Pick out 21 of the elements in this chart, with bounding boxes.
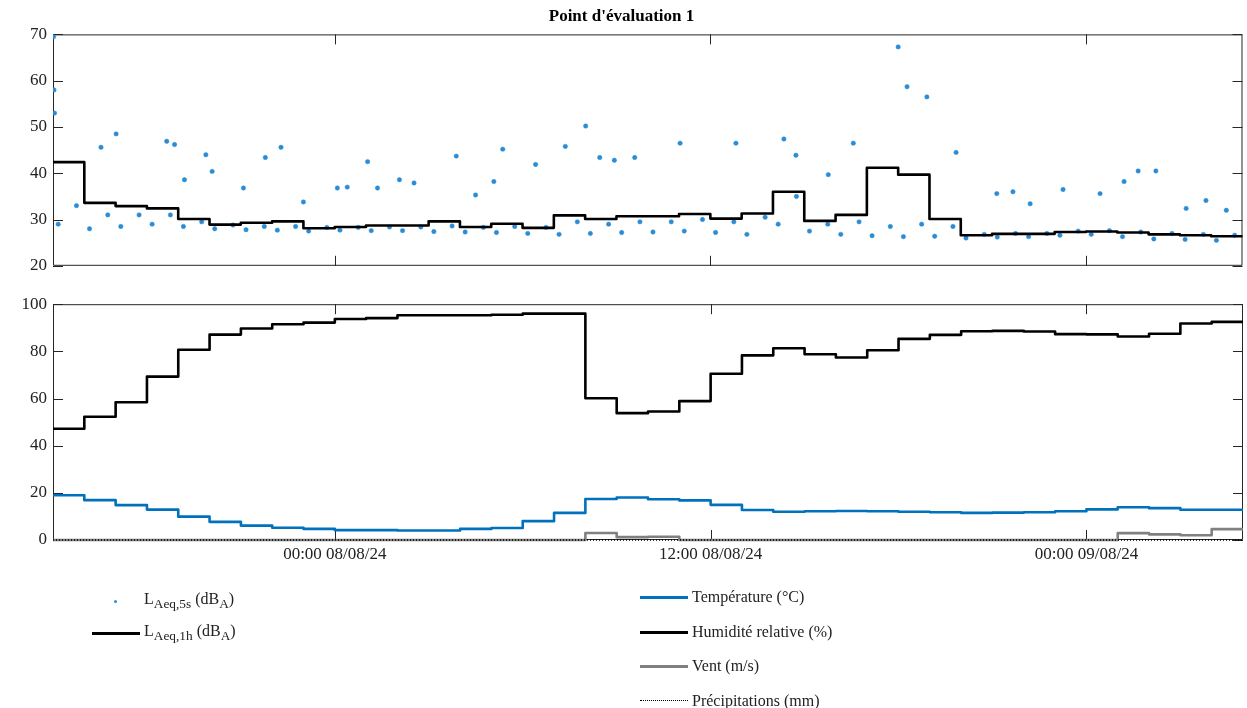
y-tick-label: 50	[30, 116, 47, 136]
y-tick-label: 60	[30, 70, 47, 90]
x-tick-label: 00:00 09/08/24	[1034, 543, 1139, 563]
legend-label: L$_{Aeq,5s}$ (dB$_{A}$)	[144, 589, 235, 613]
x-tick-label: 12:00 08/08/24	[658, 543, 763, 563]
chart-title: Point d'évaluation 1	[548, 5, 695, 25]
y-tick-label: 100	[21, 293, 47, 313]
y-tick-label: 20	[30, 482, 47, 502]
legend-label: L$_{Aeq,1h}$ (dB$_{A}$)	[144, 621, 236, 645]
legend-label: Humidité relative (%)	[692, 622, 833, 641]
legend-label: Température (°C)	[692, 588, 805, 607]
y-tick-label: 70	[30, 23, 47, 43]
y-tick-label: 30	[30, 208, 47, 228]
legend-label: Vent (m/s)	[692, 657, 760, 676]
x-tick-label: 00:00 08/08/24	[283, 543, 388, 563]
y-tick-label: 40	[30, 435, 47, 455]
y-tick-label: 80	[30, 340, 47, 360]
y-tick-label: 20	[30, 255, 47, 275]
y-tick-label: 40	[30, 162, 47, 182]
y-tick-label: 60	[30, 387, 47, 407]
y-tick-label: 0	[38, 529, 47, 549]
